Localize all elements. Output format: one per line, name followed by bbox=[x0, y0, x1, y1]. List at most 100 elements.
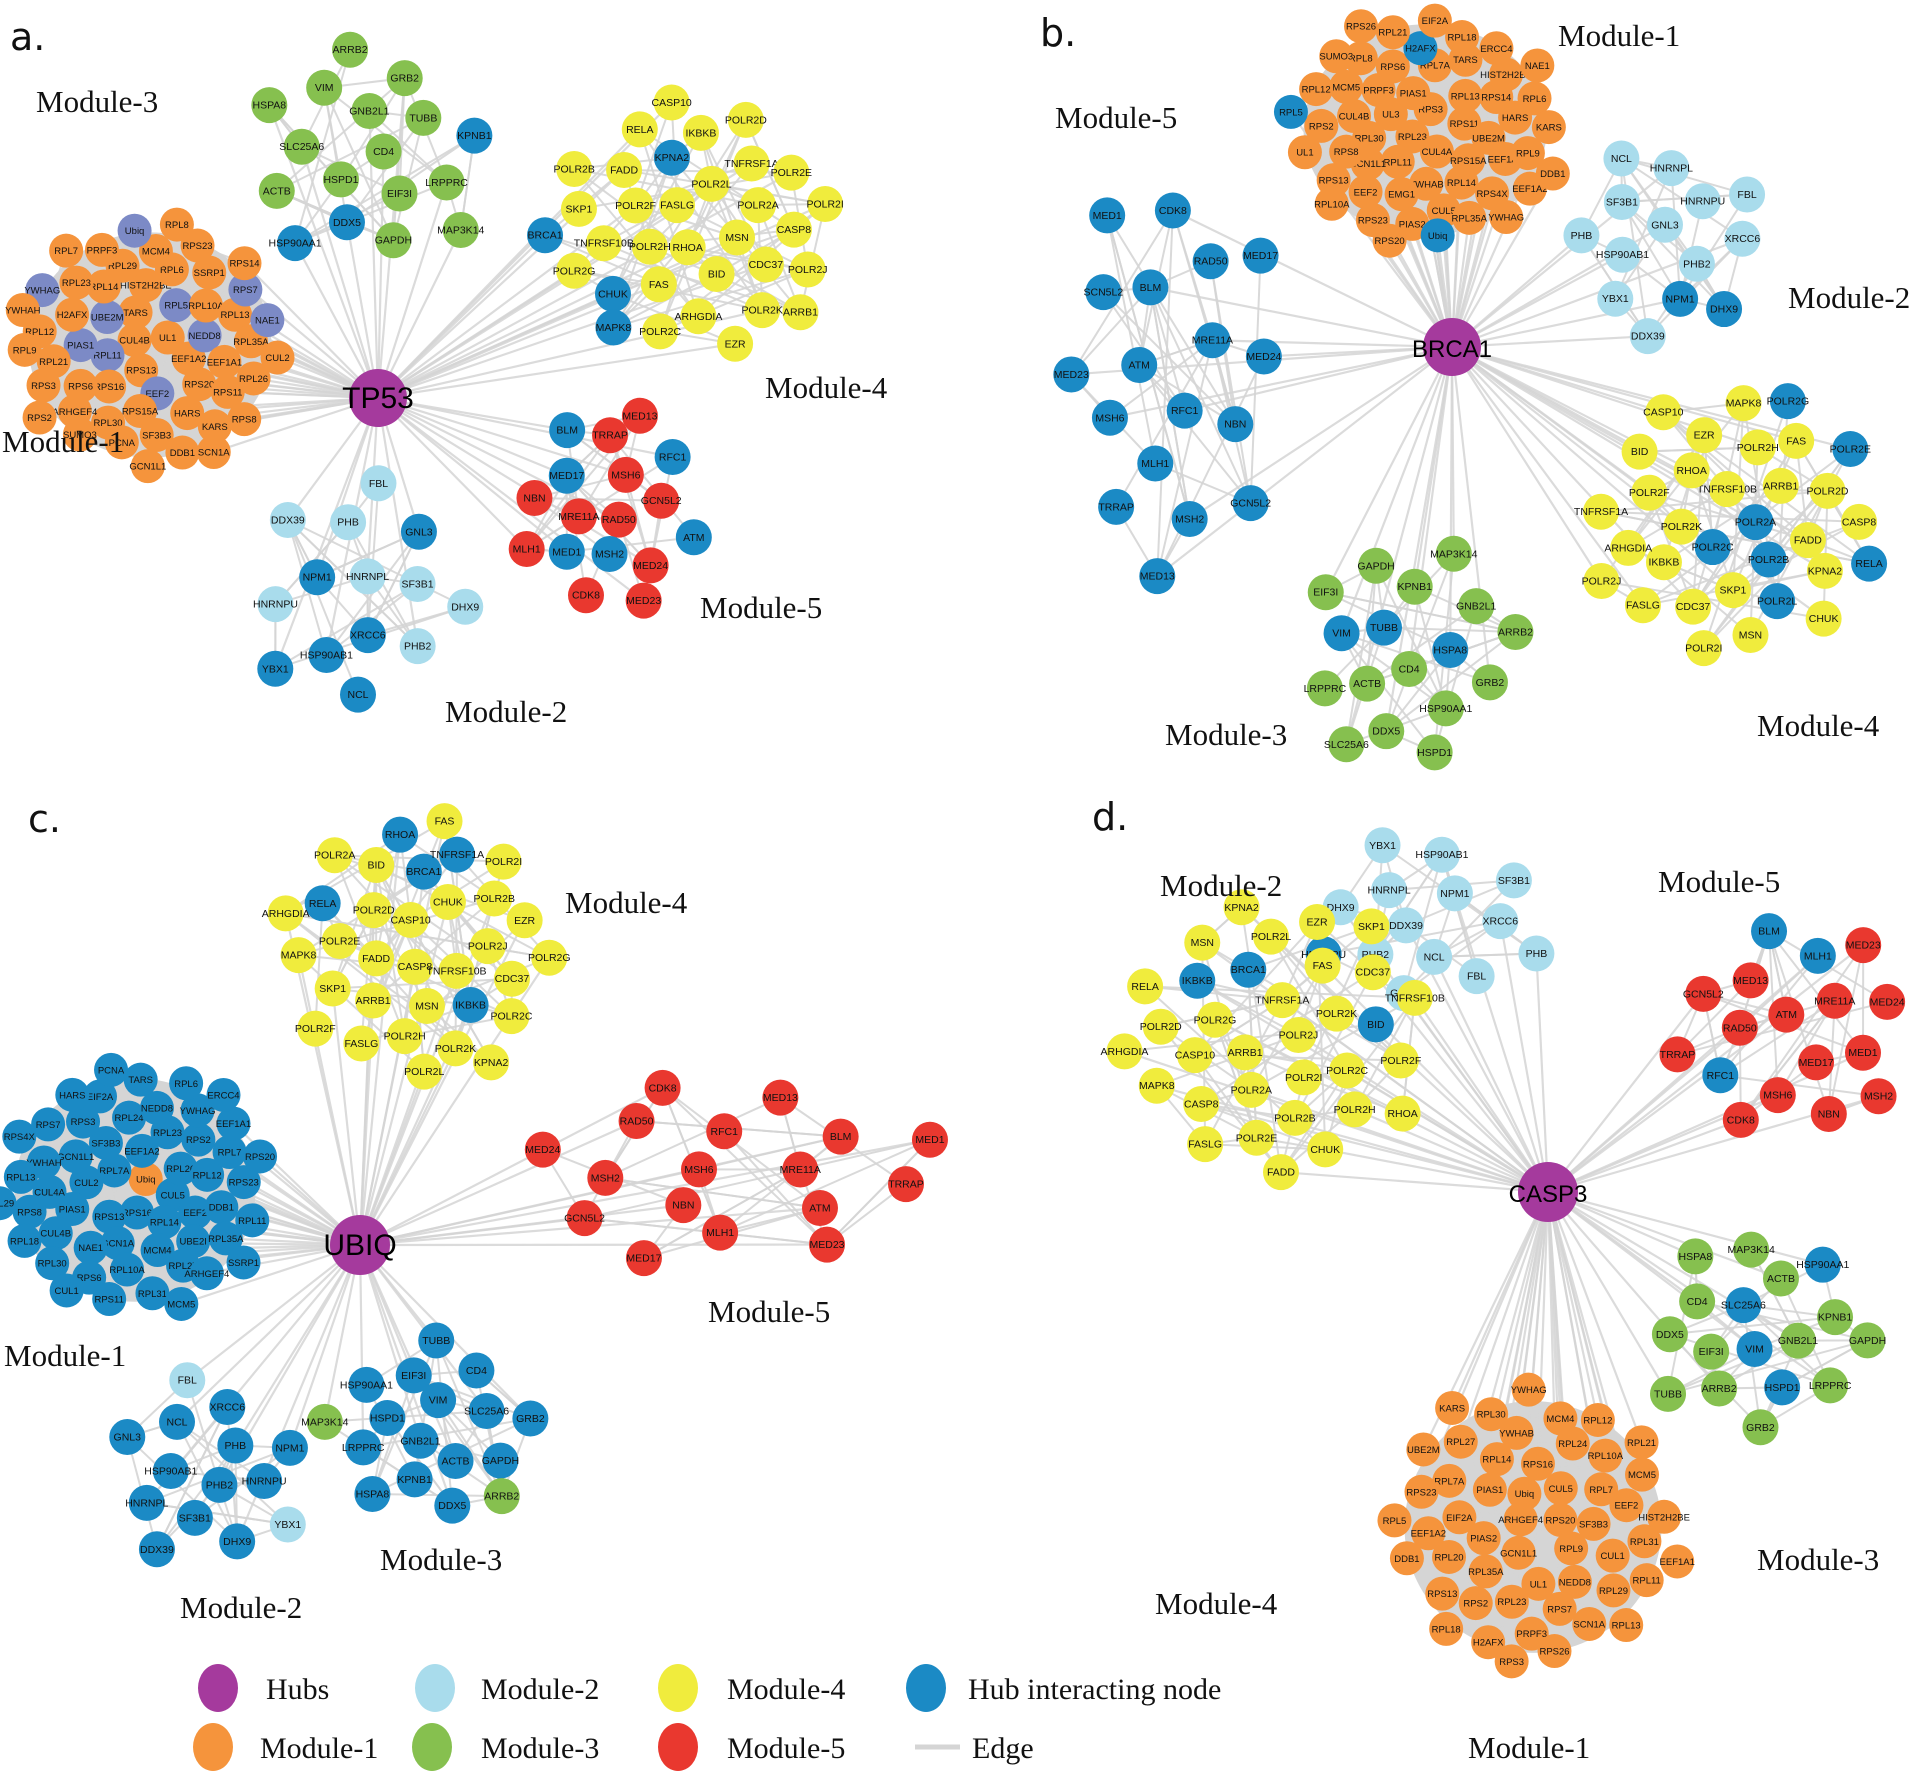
node-GCN5L2 bbox=[566, 1200, 603, 1237]
node-label-GRB2: GRB2 bbox=[516, 1413, 545, 1425]
node-label-VIM: VIM bbox=[1332, 628, 1351, 640]
node-GRB2 bbox=[512, 1400, 549, 1437]
panel-letter: a. bbox=[10, 15, 45, 59]
node-RPL21 bbox=[1375, 15, 1410, 50]
node-RPL24 bbox=[1555, 1426, 1590, 1461]
node-RPL31 bbox=[135, 1276, 170, 1311]
node-RPS20 bbox=[243, 1139, 278, 1174]
node-label-PIAS2: PIAS2 bbox=[1470, 1534, 1497, 1545]
node-label-KPNB1: KPNB1 bbox=[457, 130, 492, 142]
node-label-POLR2B: POLR2B bbox=[474, 893, 515, 905]
node-MCM4 bbox=[1543, 1401, 1578, 1436]
node-label-CD4: CD4 bbox=[1687, 1296, 1708, 1308]
node-label-RPS2: RPS2 bbox=[27, 413, 52, 424]
edge bbox=[634, 102, 673, 206]
node-RPL13 bbox=[1609, 1608, 1644, 1643]
node-label-MED23: MED23 bbox=[809, 1239, 844, 1251]
node-label-CUL2: CUL2 bbox=[74, 1178, 98, 1189]
node-EZR bbox=[1299, 903, 1336, 940]
node-label-RPL13: RPL13 bbox=[1612, 1621, 1641, 1632]
labels: d. Module-2 Module-5 Module-4 Module-3 Module… bbox=[1092, 795, 1879, 1765]
node-label-CDC37: CDC37 bbox=[1356, 967, 1391, 979]
node-label-EIF3I: EIF3I bbox=[387, 188, 412, 200]
hub-edge bbox=[377, 246, 689, 399]
node-label-RPL23: RPL23 bbox=[62, 278, 91, 289]
edge bbox=[1138, 364, 1252, 504]
node-label-RPL13: RPL13 bbox=[6, 1172, 35, 1183]
node-label-HIST2H2BE: HIST2H2BE bbox=[120, 281, 172, 292]
node-label-CASP10: CASP10 bbox=[1175, 1050, 1215, 1062]
edge bbox=[1667, 1339, 1868, 1395]
node-MSH2 bbox=[591, 535, 628, 572]
node-BRCA1 bbox=[1230, 951, 1267, 988]
node-label-MED23: MED23 bbox=[1054, 369, 1089, 381]
node-CD4 bbox=[365, 133, 402, 170]
node-SF3B1 bbox=[399, 566, 436, 603]
node-label-ACTB: ACTB bbox=[1767, 1273, 1795, 1285]
node-CASP10 bbox=[1645, 394, 1682, 431]
hub-edge bbox=[176, 1244, 361, 1423]
node-label-MAPK8: MAPK8 bbox=[281, 950, 317, 962]
node-label-POLR2E: POLR2E bbox=[1236, 1132, 1277, 1144]
node-PCNA bbox=[104, 425, 139, 460]
node-RHOA bbox=[669, 229, 706, 266]
node-RPS26 bbox=[1537, 1634, 1572, 1669]
node-label-POLR2K: POLR2K bbox=[741, 305, 782, 317]
node-CASP8 bbox=[1841, 503, 1878, 540]
node-POLR2L bbox=[406, 1053, 443, 1090]
hub-edge bbox=[1156, 346, 1453, 577]
node-label-MED1: MED1 bbox=[1848, 1047, 1877, 1059]
edge bbox=[719, 1138, 931, 1234]
node-label-UBE2M: UBE2M bbox=[1407, 1445, 1440, 1456]
node-POLR2J bbox=[1583, 563, 1620, 600]
node-label-SF3B1: SF3B1 bbox=[179, 1512, 211, 1524]
edge bbox=[366, 531, 420, 636]
node-POLR2E bbox=[773, 154, 810, 191]
node-label-RHOA: RHOA bbox=[1387, 1108, 1417, 1120]
node-label-VIM: VIM bbox=[315, 82, 334, 94]
node-KARS bbox=[1435, 1390, 1470, 1425]
node-CHUK bbox=[594, 275, 631, 312]
node-RPS16 bbox=[92, 369, 127, 404]
node-label-TRRAP: TRRAP bbox=[1660, 1049, 1696, 1061]
node-RPS13 bbox=[92, 1199, 127, 1234]
node-TNFRSF1A bbox=[733, 145, 770, 182]
node-label-RPL30: RPL30 bbox=[1355, 133, 1384, 144]
node-label-GCN1L1: GCN1L1 bbox=[57, 1152, 94, 1163]
node-MAPK8 bbox=[1138, 1067, 1175, 1104]
node-label-CUL4B: CUL4B bbox=[40, 1229, 71, 1240]
node-label-YWHAG: YWHAG bbox=[180, 1106, 216, 1117]
node-SUMO3 bbox=[62, 417, 97, 452]
node-label-RPL18: RPL18 bbox=[10, 1236, 39, 1247]
node-label-RPL21: RPL21 bbox=[1627, 1438, 1656, 1449]
node-label-RPS15A: RPS15A bbox=[1450, 156, 1487, 167]
node-POLR2G bbox=[1769, 383, 1806, 420]
node-label-POLR2E: POLR2E bbox=[1830, 444, 1871, 456]
node-GAPDH bbox=[482, 1442, 519, 1479]
node-RAD50 bbox=[618, 1102, 655, 1139]
node-label-GCN5L2: GCN5L2 bbox=[564, 1213, 605, 1225]
node-DDX5 bbox=[1368, 713, 1405, 750]
node-label-CDK8: CDK8 bbox=[649, 1082, 677, 1094]
node-ATM bbox=[801, 1189, 838, 1226]
edge bbox=[276, 117, 424, 192]
edge bbox=[604, 1096, 781, 1179]
node-CUL1 bbox=[49, 1273, 84, 1308]
node-MED13 bbox=[621, 397, 658, 434]
node-label-POLR2K: POLR2K bbox=[435, 1043, 476, 1055]
node-label-EEF1A2: EEF1A2 bbox=[171, 354, 206, 365]
node-label-RPL18: RPL18 bbox=[1448, 33, 1477, 44]
node-EZR bbox=[717, 325, 754, 362]
node-MLH1 bbox=[508, 531, 545, 568]
edge bbox=[1647, 238, 1744, 337]
node-EZR bbox=[506, 902, 543, 939]
node-label-FBL: FBL bbox=[1737, 189, 1756, 201]
legend-swatch-hubs bbox=[198, 1664, 238, 1712]
node-RPS7 bbox=[31, 1107, 66, 1142]
labels: a. Module-3 Module-4 Module-1 Module-2 Module… bbox=[2, 15, 888, 729]
node-ATM bbox=[1768, 996, 1805, 1033]
edge bbox=[386, 1417, 454, 1507]
node-RPS6 bbox=[63, 368, 98, 403]
node-label-KARS: KARS bbox=[1536, 123, 1562, 134]
edge bbox=[719, 1135, 842, 1234]
